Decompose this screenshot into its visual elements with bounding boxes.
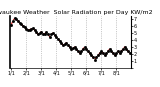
- Title: Milwaukee Weather  Solar Radiation per Day KW/m2: Milwaukee Weather Solar Radiation per Da…: [0, 10, 153, 15]
